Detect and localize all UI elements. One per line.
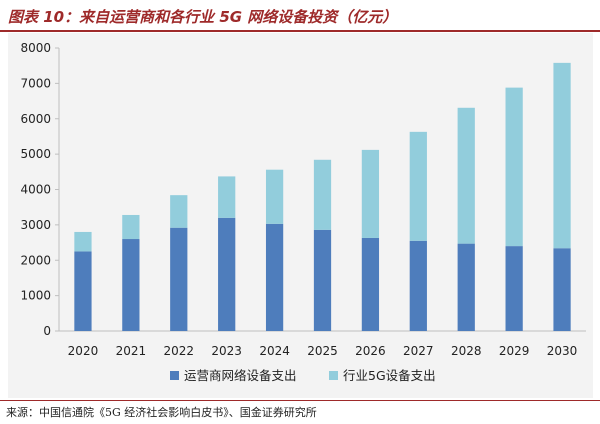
bar-operator-2028 <box>457 243 475 331</box>
x-tick-label: 2026 <box>355 344 386 358</box>
bar-operator-2024 <box>265 223 284 331</box>
bar-operator-2022 <box>170 227 188 331</box>
bar-industry-2026 <box>361 149 380 238</box>
bar-industry-2030 <box>553 62 571 249</box>
bar-industry-2027 <box>409 131 427 241</box>
x-tick-label: 2021 <box>116 344 147 358</box>
y-tick-label: 3000 <box>20 218 51 232</box>
bar-operator-2025 <box>313 229 332 331</box>
y-tick-label: 4000 <box>20 183 51 197</box>
bar-industry-2022 <box>170 195 188 228</box>
x-tick-label: 2029 <box>499 344 530 358</box>
y-tick-label: 0 <box>43 324 51 338</box>
bar-operator-2020 <box>74 251 92 331</box>
bar-industry-2024 <box>265 169 284 224</box>
bar-operator-2021 <box>122 239 140 331</box>
bar-industry-2025 <box>313 159 332 230</box>
bar-industry-2028 <box>457 107 475 244</box>
stacked-bar-chart: 0 1000 2000 3000 4000 5000 6000 7000 8000 2020 202… <box>20 41 586 383</box>
x-tick-label: 2030 <box>547 344 578 358</box>
bar-operator-2026 <box>361 237 380 331</box>
bar-industry-2023 <box>218 176 236 218</box>
source-bar: 来源：中国信通院《5G 经济社会影响白皮书》、国金证券研究所 <box>0 400 600 424</box>
bar-industry-2021 <box>122 214 140 240</box>
y-tick-label: 8000 <box>20 41 51 55</box>
x-tick-label: 2028 <box>451 344 482 358</box>
bar-industry-2029 <box>505 87 523 247</box>
chart-area: 0 1000 2000 3000 4000 5000 6000 7000 8000 2020 202… <box>8 33 593 398</box>
legend-label-operator: 运营商网络设备支出 <box>184 368 297 383</box>
legend-swatch-industry <box>329 371 338 380</box>
chart-title: 图表 10：来自运营商和各行业 5G 网络设备投资（亿元） <box>8 8 398 26</box>
y-tick-label: 1000 <box>20 289 51 303</box>
y-tick-label: 7000 <box>20 76 51 90</box>
title-bar: 图表 10：来自运营商和各行业 5G 网络设备投资（亿元） <box>0 0 600 32</box>
bar-operator-2027 <box>409 240 427 331</box>
legend-label-industry: 行业5G设备支出 <box>343 368 436 383</box>
source-note: 来源：中国信通院《5G 经济社会影响白皮书》、国金证券研究所 <box>6 406 317 419</box>
y-tick-label: 6000 <box>20 112 51 126</box>
y-tick-label: 5000 <box>20 147 51 161</box>
x-tick-label: 2022 <box>163 344 194 358</box>
bar-operator-2029 <box>505 246 523 331</box>
bar-operator-2023 <box>218 217 236 331</box>
y-tick-label: 2000 <box>20 253 51 267</box>
x-tick-label: 2027 <box>403 344 434 358</box>
legend-swatch-operator <box>170 371 179 380</box>
x-tick-label: 2024 <box>259 344 290 358</box>
x-tick-label: 2023 <box>211 344 242 358</box>
bar-operator-2030 <box>553 248 571 331</box>
bar-industry-2020 <box>74 231 92 252</box>
x-tick-label: 2020 <box>68 344 99 358</box>
x-tick-label: 2025 <box>307 344 338 358</box>
